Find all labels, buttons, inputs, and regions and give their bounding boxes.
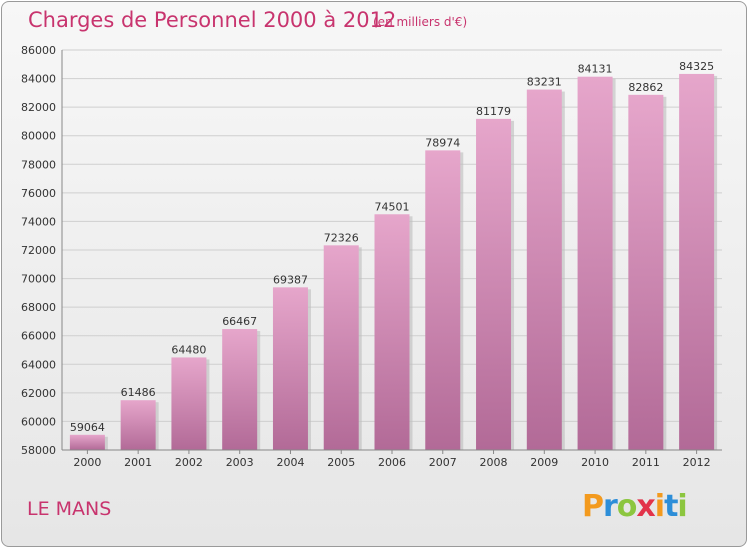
x-tick-label: 2000 (73, 456, 101, 469)
x-tick-label: 2009 (530, 456, 558, 469)
bar (69, 434, 105, 450)
data-label: 83231 (527, 76, 562, 89)
axes: 58000 60000 62000 64000 66000 68000 70000 72000… (21, 44, 722, 469)
x-tick-label: 2005 (327, 456, 355, 469)
data-label: 84325 (679, 60, 714, 73)
data-label: 64480 (171, 343, 206, 356)
x-tick-label: 2004 (276, 456, 304, 469)
chart-subtitle: (en milliers d'€) (373, 15, 468, 29)
data-label: 66467 (222, 315, 257, 328)
bar (628, 94, 664, 450)
data-label: 69387 (273, 273, 308, 286)
data-label: 74501 (375, 200, 410, 213)
bar (476, 118, 512, 450)
y-tick-label: 68000 (21, 301, 56, 314)
y-tick-label: 76000 (21, 187, 56, 200)
data-label: 59064 (70, 421, 105, 434)
y-tick-label: 84000 (21, 73, 56, 86)
data-label: 61486 (121, 386, 156, 399)
y-tick-label: 58000 (21, 444, 56, 457)
data-label: 78974 (425, 136, 460, 149)
bar (171, 357, 207, 450)
y-tick-label: 62000 (21, 387, 56, 400)
x-tick-label: 2012 (683, 456, 711, 469)
logo-letter: t (664, 489, 678, 524)
bar (577, 76, 613, 450)
x-tick-label: 2007 (429, 456, 457, 469)
x-tick-label: 2011 (632, 456, 660, 469)
proxiti-logo: Proxiti (582, 489, 688, 524)
data-label: 81179 (476, 105, 511, 118)
bar (222, 329, 258, 450)
logo-letter: P (582, 489, 604, 524)
data-label: 84131 (578, 63, 613, 76)
bar (120, 400, 156, 450)
bar (272, 287, 308, 450)
logo-letter: r (603, 489, 618, 524)
y-tick-label: 80000 (21, 130, 56, 143)
bar (323, 245, 359, 450)
y-tick-label: 66000 (21, 330, 56, 343)
y-tick-label: 86000 (21, 44, 56, 57)
y-tick-label: 74000 (21, 215, 56, 228)
y-tick-label: 72000 (21, 244, 56, 257)
bar (374, 214, 410, 450)
logo-letter: i (677, 489, 687, 524)
y-tick-label: 64000 (21, 358, 56, 371)
x-tick-label: 2010 (581, 456, 609, 469)
bar (526, 89, 562, 451)
x-tick-label: 2008 (480, 456, 508, 469)
bars: 59064 61486 64480 66467 69387 72326 74501 78974… (69, 60, 718, 451)
city-name: LE MANS (27, 498, 112, 520)
y-tick-label: 70000 (21, 273, 56, 286)
x-tick-label: 2003 (226, 456, 254, 469)
bar (679, 73, 715, 450)
y-tick-label: 60000 (21, 415, 56, 428)
chart-title: Charges de Personnel 2000 à 2012 (28, 8, 397, 32)
logo-letter: i (654, 489, 665, 524)
bar (425, 150, 461, 450)
x-tick-label: 2001 (124, 456, 152, 469)
logo-letter: x (636, 489, 655, 524)
x-tick-label: 2002 (175, 456, 203, 469)
y-tick-label: 78000 (21, 158, 56, 171)
data-label: 72326 (324, 231, 359, 244)
data-label: 82862 (628, 81, 663, 94)
y-tick-label: 82000 (21, 101, 56, 114)
logo-letter: o (616, 489, 638, 524)
x-tick-label: 2006 (378, 456, 406, 469)
